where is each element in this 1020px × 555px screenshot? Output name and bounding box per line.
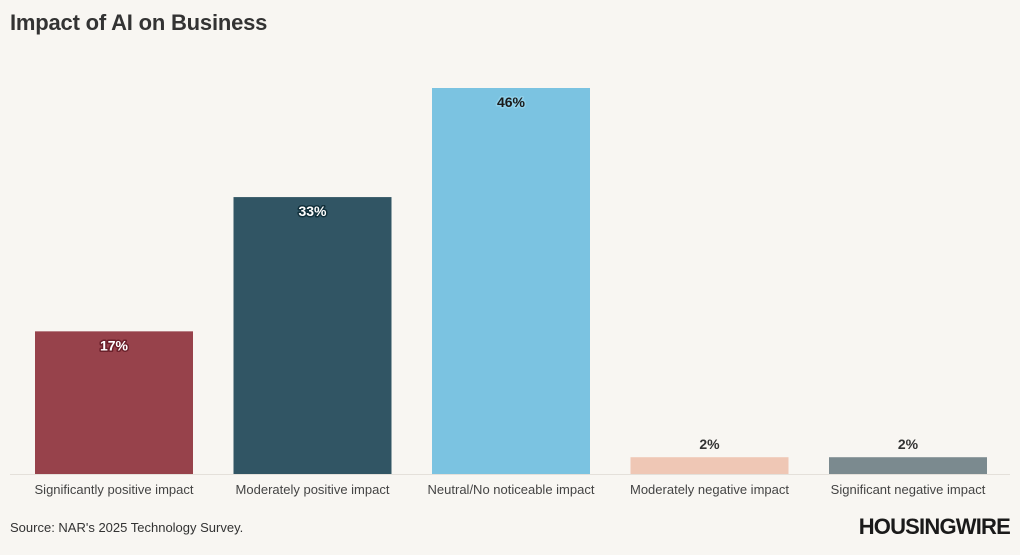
category-label: Moderately positive impact xyxy=(236,482,390,497)
bar xyxy=(233,197,392,474)
bar xyxy=(35,331,193,474)
category-labels-group: Significantly positive impact Moderately … xyxy=(35,482,986,497)
housingwire-logo: HOUSINGWIRE xyxy=(858,514,1011,539)
category-label: Significantly positive impact xyxy=(35,482,194,497)
data-label: 33% xyxy=(298,203,327,219)
category-label: Neutral/No noticeable impact xyxy=(428,482,595,497)
bar xyxy=(432,88,590,474)
data-label: 46% xyxy=(497,94,526,110)
category-label: Significant negative impact xyxy=(831,482,986,497)
bar xyxy=(630,457,789,474)
data-label: 2% xyxy=(898,436,919,452)
bars-group xyxy=(10,88,1010,475)
source-note: Source: NAR's 2025 Technology Survey. xyxy=(10,520,244,535)
value-labels-group: 17% 33% 46% 2% 2% xyxy=(98,93,919,453)
chart-title: Impact of AI on Business xyxy=(10,10,268,35)
bar xyxy=(829,457,987,474)
data-label: 2% xyxy=(699,436,720,452)
category-label: Moderately negative impact xyxy=(630,482,789,497)
data-label: 17% xyxy=(100,337,129,353)
